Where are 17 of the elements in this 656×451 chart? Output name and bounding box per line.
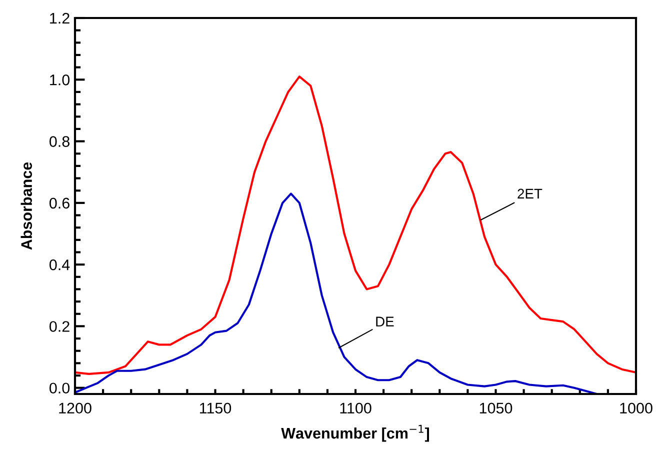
x-tick-label: 1000 xyxy=(620,402,652,414)
y-tick-label: 1.2 xyxy=(50,12,70,24)
y-axis-title: Absorbance xyxy=(20,162,32,250)
x-tick-label: 1200 xyxy=(59,402,92,414)
x-axis-title: Wavenumber [cm$^{−1}$] xyxy=(281,424,430,442)
x-tick-label: 1100 xyxy=(340,402,372,414)
y-tick-label: 1.0 xyxy=(50,74,70,86)
annotation: DE xyxy=(376,316,394,326)
y-tick-label: 0.2 xyxy=(50,321,70,332)
y-tick-label: 0.8 xyxy=(50,136,70,147)
y-tick-label: 0.0 xyxy=(50,382,70,394)
y-tick-label: 0.6 xyxy=(50,198,70,209)
x-tick-label: 1050 xyxy=(480,402,512,414)
annotation: 2ET xyxy=(518,188,542,198)
x-tick-label: 1150 xyxy=(200,402,232,414)
line-series xyxy=(75,76,636,376)
y-tick-label: 0.4 xyxy=(50,259,70,270)
